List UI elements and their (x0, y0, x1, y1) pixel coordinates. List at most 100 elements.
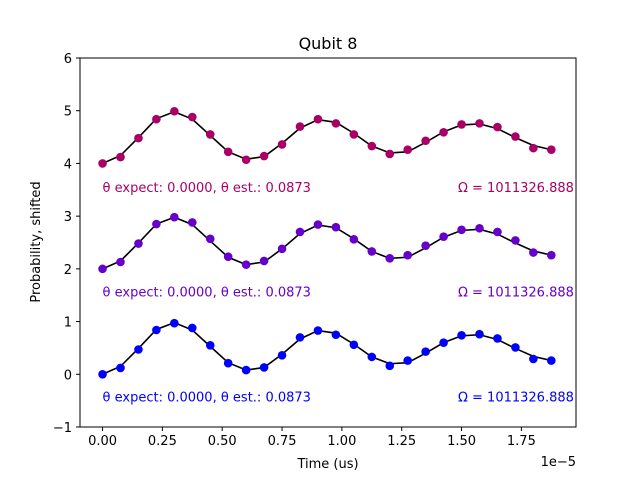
data-point-0-6 (205, 340, 215, 350)
data-point-0-23 (511, 343, 520, 352)
data-point-0-11 (295, 333, 305, 342)
x-tick-label-6: 1.50 (447, 434, 476, 449)
annotation-theta-1: θ expect: 0.0000, θ est.: 0.0873 (103, 286, 311, 301)
x-tick-label-0: 0.00 (88, 434, 117, 449)
data-point-1-23 (511, 236, 520, 245)
data-point-2-5 (187, 112, 197, 122)
data-point-1-24 (529, 248, 538, 257)
data-point-1-16 (385, 254, 395, 263)
data-point-2-11 (295, 122, 305, 131)
data-point-0-7 (223, 358, 233, 368)
chart-title: Qubit 8 (299, 34, 358, 53)
data-point-2-14 (349, 130, 359, 139)
data-point-2-6 (205, 130, 215, 139)
y-tick-label-0: −1 (53, 421, 72, 436)
data-point-1-18 (421, 241, 430, 250)
data-point-0-3 (152, 325, 161, 335)
data-point-0-15 (367, 352, 377, 362)
x-tick-label-7: 1.75 (507, 434, 536, 449)
y-tick-label-7: 6 (64, 52, 72, 67)
data-point-1-6 (205, 234, 215, 244)
data-point-0-1 (116, 363, 125, 373)
annotation-omega-2: Ω = 1011326.888 (458, 181, 574, 196)
data-point-0-10 (277, 351, 287, 360)
data-point-1-20 (457, 225, 466, 235)
y-tick-label-6: 5 (64, 105, 72, 120)
data-point-0-17 (403, 356, 412, 365)
data-point-1-1 (116, 257, 125, 267)
data-point-1-22 (493, 227, 502, 237)
y-tick-label-1: 0 (64, 368, 72, 383)
data-point-0-20 (457, 330, 466, 340)
annotation-theta-0: θ expect: 0.0000, θ est.: 0.0873 (103, 390, 311, 405)
data-point-2-3 (152, 114, 161, 124)
data-point-2-24 (529, 143, 538, 153)
data-point-1-3 (152, 219, 161, 229)
data-point-1-2 (134, 239, 143, 248)
data-point-0-24 (529, 354, 538, 364)
data-point-1-9 (259, 256, 269, 266)
data-point-2-20 (457, 120, 466, 129)
data-point-0-21 (475, 329, 484, 339)
x-axis-label: Time (us) (296, 457, 358, 472)
data-point-0-13 (331, 330, 341, 340)
x-tick-label-1: 0.25 (148, 434, 177, 449)
data-point-2-2 (134, 133, 143, 143)
x-axis-offset-label: 1e−5 (541, 455, 576, 470)
x-tick-label-3: 0.75 (268, 434, 297, 449)
data-point-0-25 (547, 356, 556, 365)
data-point-0-18 (421, 347, 430, 356)
data-point-1-21 (475, 223, 484, 233)
data-point-1-25 (547, 250, 556, 260)
y-axis-label: Probability, shifted (29, 181, 44, 302)
data-point-2-15 (367, 141, 377, 151)
data-point-2-21 (475, 119, 484, 128)
data-point-2-16 (385, 149, 395, 159)
data-point-1-8 (241, 260, 251, 269)
data-point-1-12 (313, 220, 323, 229)
data-point-0-16 (385, 361, 395, 371)
data-point-2-9 (259, 151, 269, 161)
data-point-0-14 (349, 340, 359, 350)
data-point-1-19 (439, 232, 448, 242)
data-point-2-8 (241, 155, 251, 165)
x-tick-label-2: 0.50 (208, 434, 237, 449)
annotation-theta-2: θ expect: 0.0000, θ est.: 0.0873 (103, 181, 311, 196)
data-point-1-11 (295, 227, 305, 237)
data-point-1-7 (223, 252, 233, 262)
data-point-2-10 (277, 140, 287, 149)
plot-area: θ expect: 0.0000, θ est.: 0.0873 Ω = 1011… (53, 52, 577, 449)
data-point-2-17 (403, 145, 412, 155)
data-point-2-13 (331, 119, 341, 128)
data-point-1-4 (170, 212, 179, 222)
data-point-1-14 (349, 235, 359, 244)
data-point-2-18 (421, 136, 430, 146)
data-point-2-0 (98, 159, 107, 168)
data-point-1-0 (98, 264, 107, 274)
data-point-0-19 (439, 338, 448, 347)
y-tick-label-3: 2 (64, 263, 72, 278)
data-point-0-4 (170, 318, 179, 328)
y-tick-label-2: 1 (64, 316, 72, 331)
data-point-2-25 (547, 145, 556, 155)
data-point-2-19 (439, 128, 448, 137)
y-tick-label-4: 3 (64, 210, 72, 225)
data-point-0-22 (493, 334, 502, 343)
data-point-0-5 (187, 323, 197, 333)
x-tick-label-5: 1.25 (387, 434, 416, 449)
data-point-0-0 (98, 369, 107, 379)
annotation-omega-1: Ω = 1011326.888 (458, 286, 574, 301)
x-tick-label-4: 1.00 (327, 434, 356, 449)
data-point-2-12 (313, 114, 323, 124)
data-point-1-5 (187, 218, 197, 227)
data-point-0-9 (259, 363, 269, 372)
data-point-2-22 (493, 122, 502, 132)
data-point-0-2 (134, 345, 143, 354)
data-point-1-15 (367, 247, 377, 256)
annotation-omega-0: Ω = 1011326.888 (458, 390, 574, 405)
data-point-2-1 (116, 152, 125, 162)
data-point-2-4 (170, 106, 179, 116)
data-point-0-12 (313, 326, 323, 335)
